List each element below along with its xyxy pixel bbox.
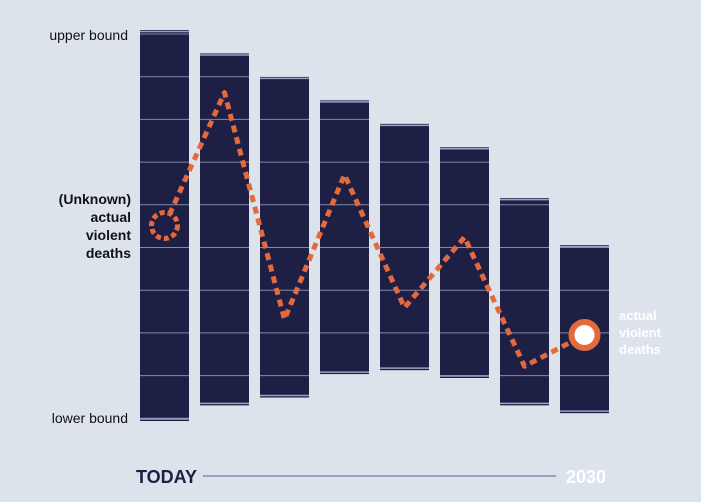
range-bar-rect: [260, 76, 309, 398]
range-bar-rect: [500, 198, 549, 406]
time-axis: TODAY 2030: [136, 467, 606, 487]
unknown-value-marker: [149, 210, 180, 241]
lower-bound-label: lower bound: [52, 410, 128, 426]
range-bar-2: [200, 53, 249, 406]
range-bar-1: [140, 30, 189, 421]
unknown-label-line-3: violent: [86, 227, 131, 243]
actual-deaths-path: [162, 90, 586, 369]
unknown-label-line-4: deaths: [86, 245, 131, 261]
actual-deaths-line: [149, 90, 601, 369]
range-bar-rect: [200, 53, 249, 406]
known-label-line-3: deaths: [619, 342, 661, 357]
range-bar-5: [380, 123, 429, 371]
unknown-label-line-2: actual: [91, 209, 131, 225]
unknown-label-line-1: (Unknown): [59, 191, 131, 207]
today-label: TODAY: [136, 467, 197, 487]
unknown-actual-label: (Unknown) actual violent deaths: [59, 191, 132, 261]
known-actual-label: actual violent deaths: [619, 308, 662, 357]
range-bars: [140, 30, 609, 421]
range-bar-7: [500, 198, 549, 406]
range-bar-6: [440, 147, 489, 378]
upper-bound-label: upper bound: [49, 27, 128, 43]
range-bar-rect: [320, 100, 369, 375]
known-label-line-1: actual: [619, 308, 657, 323]
known-label-line-2: violent: [619, 325, 662, 340]
range-bar-4: [320, 100, 369, 375]
known-value-marker: [568, 318, 601, 351]
range-bar-3: [260, 76, 309, 398]
year-2030-label: 2030: [566, 467, 606, 487]
range-bar-rect: [440, 147, 489, 378]
